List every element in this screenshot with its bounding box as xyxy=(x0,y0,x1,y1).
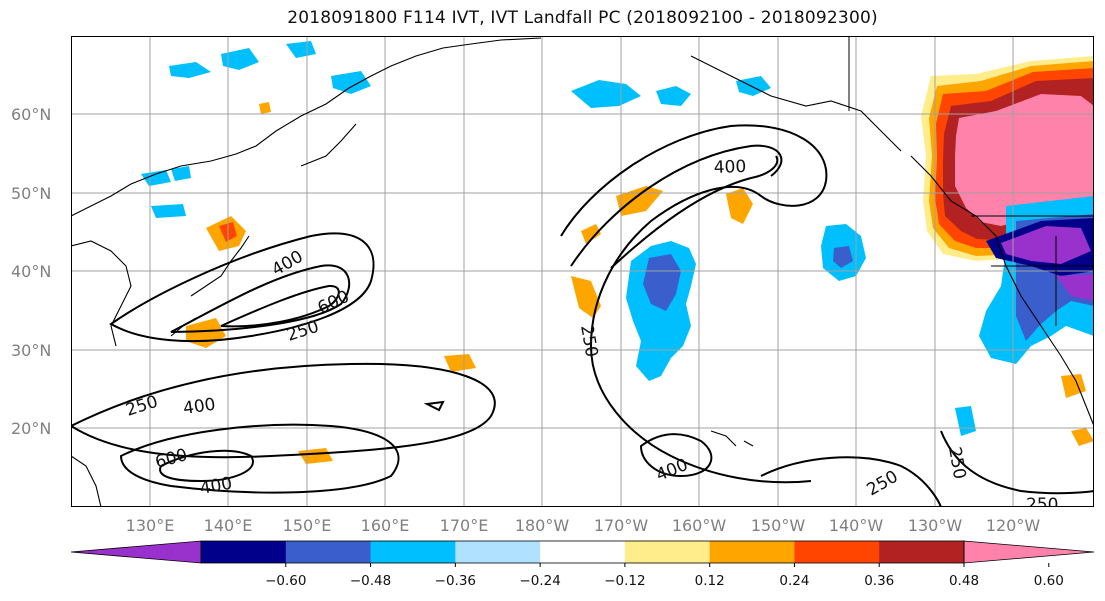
colorbar-segment xyxy=(624,541,711,563)
lon-label: 170°E xyxy=(440,516,489,535)
colorbar-segments xyxy=(70,540,1095,564)
lon-label: 160°E xyxy=(361,516,410,535)
contour-label: 250 xyxy=(123,392,160,421)
lon-label: 170°W xyxy=(594,516,649,535)
lon-label: 160°W xyxy=(672,516,727,535)
colorbar-frame xyxy=(200,540,965,564)
negative-anomaly-region xyxy=(656,86,691,106)
latitude-labels: 60°N 50°N 40°N 30°N 20°N xyxy=(11,105,51,438)
negative-anomaly-region xyxy=(833,246,853,268)
colorbar-extend-high xyxy=(963,540,1095,564)
colorbar-tick-label: 0.24 xyxy=(779,573,809,589)
lon-label: 180°W xyxy=(515,516,570,535)
colorbar-segment xyxy=(285,541,372,563)
lat-label: 40°N xyxy=(11,262,51,281)
colorbar-tick-label: −0.36 xyxy=(435,573,476,589)
colorbar-segment xyxy=(370,541,456,563)
lon-label: 130°E xyxy=(126,516,175,535)
colorbar-tick-label: 0.48 xyxy=(949,573,979,589)
negative-anomaly-region xyxy=(1056,274,1094,301)
colorbar-tick-label: −0.12 xyxy=(604,573,645,589)
lat-label: 30°N xyxy=(11,341,51,360)
positive-anomaly-region xyxy=(1061,374,1086,398)
negative-anomaly-region xyxy=(1001,226,1091,264)
colorbar-ticks: −0.60 −0.48 −0.36 −0.24 −0.12 0.12 0.24 0.36 0.4… xyxy=(265,563,1064,589)
contour-label: 250 xyxy=(576,323,601,358)
colorbar-segment xyxy=(455,541,541,563)
lat-label: 60°N xyxy=(11,105,51,124)
lon-label: 150°W xyxy=(751,516,806,535)
contour-label: 250 xyxy=(864,467,902,501)
map-canvas: 400 600 250 400 600 400 250 400 250 400 … xyxy=(71,36,1094,507)
lat-label: 20°N xyxy=(11,419,51,438)
colorbar: −0.60 −0.48 −0.36 −0.24 −0.12 0.12 0.24 0.36 0.4… xyxy=(70,540,1095,589)
lon-label: 120°W xyxy=(986,516,1041,535)
positive-anomaly-region xyxy=(571,276,601,318)
negative-anomaly-region xyxy=(955,406,976,436)
colorbar-tick-label: −0.48 xyxy=(350,573,391,589)
ivt-fill-layer xyxy=(141,41,1094,464)
lon-label: 150°E xyxy=(283,516,332,535)
positive-anomaly-region xyxy=(1071,428,1094,446)
lon-label: 130°W xyxy=(908,516,963,535)
negative-anomaly-region xyxy=(221,48,259,70)
map-panel: 400 600 250 400 600 400 250 400 250 400 … xyxy=(71,36,1094,507)
colorbar-segment xyxy=(540,541,626,563)
negative-anomaly-region xyxy=(286,41,316,58)
colorbar-segment xyxy=(709,541,795,563)
colorbar-tick-label: −0.24 xyxy=(519,573,560,589)
negative-anomaly-region xyxy=(141,170,171,186)
negative-anomaly-region xyxy=(643,254,681,311)
colorbar-segment xyxy=(201,541,287,563)
colorbar-segment xyxy=(794,541,880,563)
positive-anomaly-region xyxy=(616,186,663,216)
colorbar-tick-label: 0.12 xyxy=(695,573,725,589)
contour-label: 600 xyxy=(153,445,190,473)
positive-anomaly-region xyxy=(726,188,753,224)
contour-label: 250 xyxy=(1026,495,1058,507)
contour-label: 400 xyxy=(713,157,746,178)
contour-label: 400 xyxy=(653,455,691,486)
positive-anomaly-region xyxy=(259,102,271,114)
positive-anomaly-region xyxy=(298,448,333,464)
lon-label: 140°W xyxy=(829,516,884,535)
colorbar-tick-label: 0.36 xyxy=(864,573,894,589)
lat-label: 50°N xyxy=(11,184,51,203)
ivt-contours xyxy=(71,124,1094,507)
negative-anomaly-region xyxy=(736,76,771,96)
longitude-labels: 130°E 140°E 150°E 160°E 170°E 180°W 170°… xyxy=(126,516,1041,535)
colorbar-tick-label: 0.60 xyxy=(1034,573,1064,589)
contour-label: 250 xyxy=(944,445,969,480)
negative-anomaly-region xyxy=(151,204,186,218)
negative-anomaly-region xyxy=(571,80,641,108)
positive-anomaly-region xyxy=(581,224,601,244)
colorbar-extend-low xyxy=(70,540,202,564)
contour-labels: 400 600 250 400 600 400 250 400 250 400 … xyxy=(123,157,1058,507)
negative-anomaly-region xyxy=(171,166,191,181)
colorbar-tick-label: −0.60 xyxy=(265,573,306,589)
positive-anomaly-region xyxy=(186,318,226,348)
coastlines xyxy=(71,37,1094,507)
map-frame xyxy=(71,36,1094,507)
lon-label: 140°E xyxy=(204,516,253,535)
graticule xyxy=(71,36,1094,507)
political-borders xyxy=(848,36,1094,326)
positive-anomaly-region xyxy=(444,354,476,372)
colorbar-segment xyxy=(879,541,965,563)
contour-label: 400 xyxy=(182,395,217,419)
contour-label: 400 xyxy=(198,474,233,499)
negative-anomaly-region xyxy=(169,62,211,78)
negative-anomaly-region xyxy=(331,71,371,94)
map-title: 2018091800 F114 IVT, IVT Landfall PC (20… xyxy=(287,8,878,28)
